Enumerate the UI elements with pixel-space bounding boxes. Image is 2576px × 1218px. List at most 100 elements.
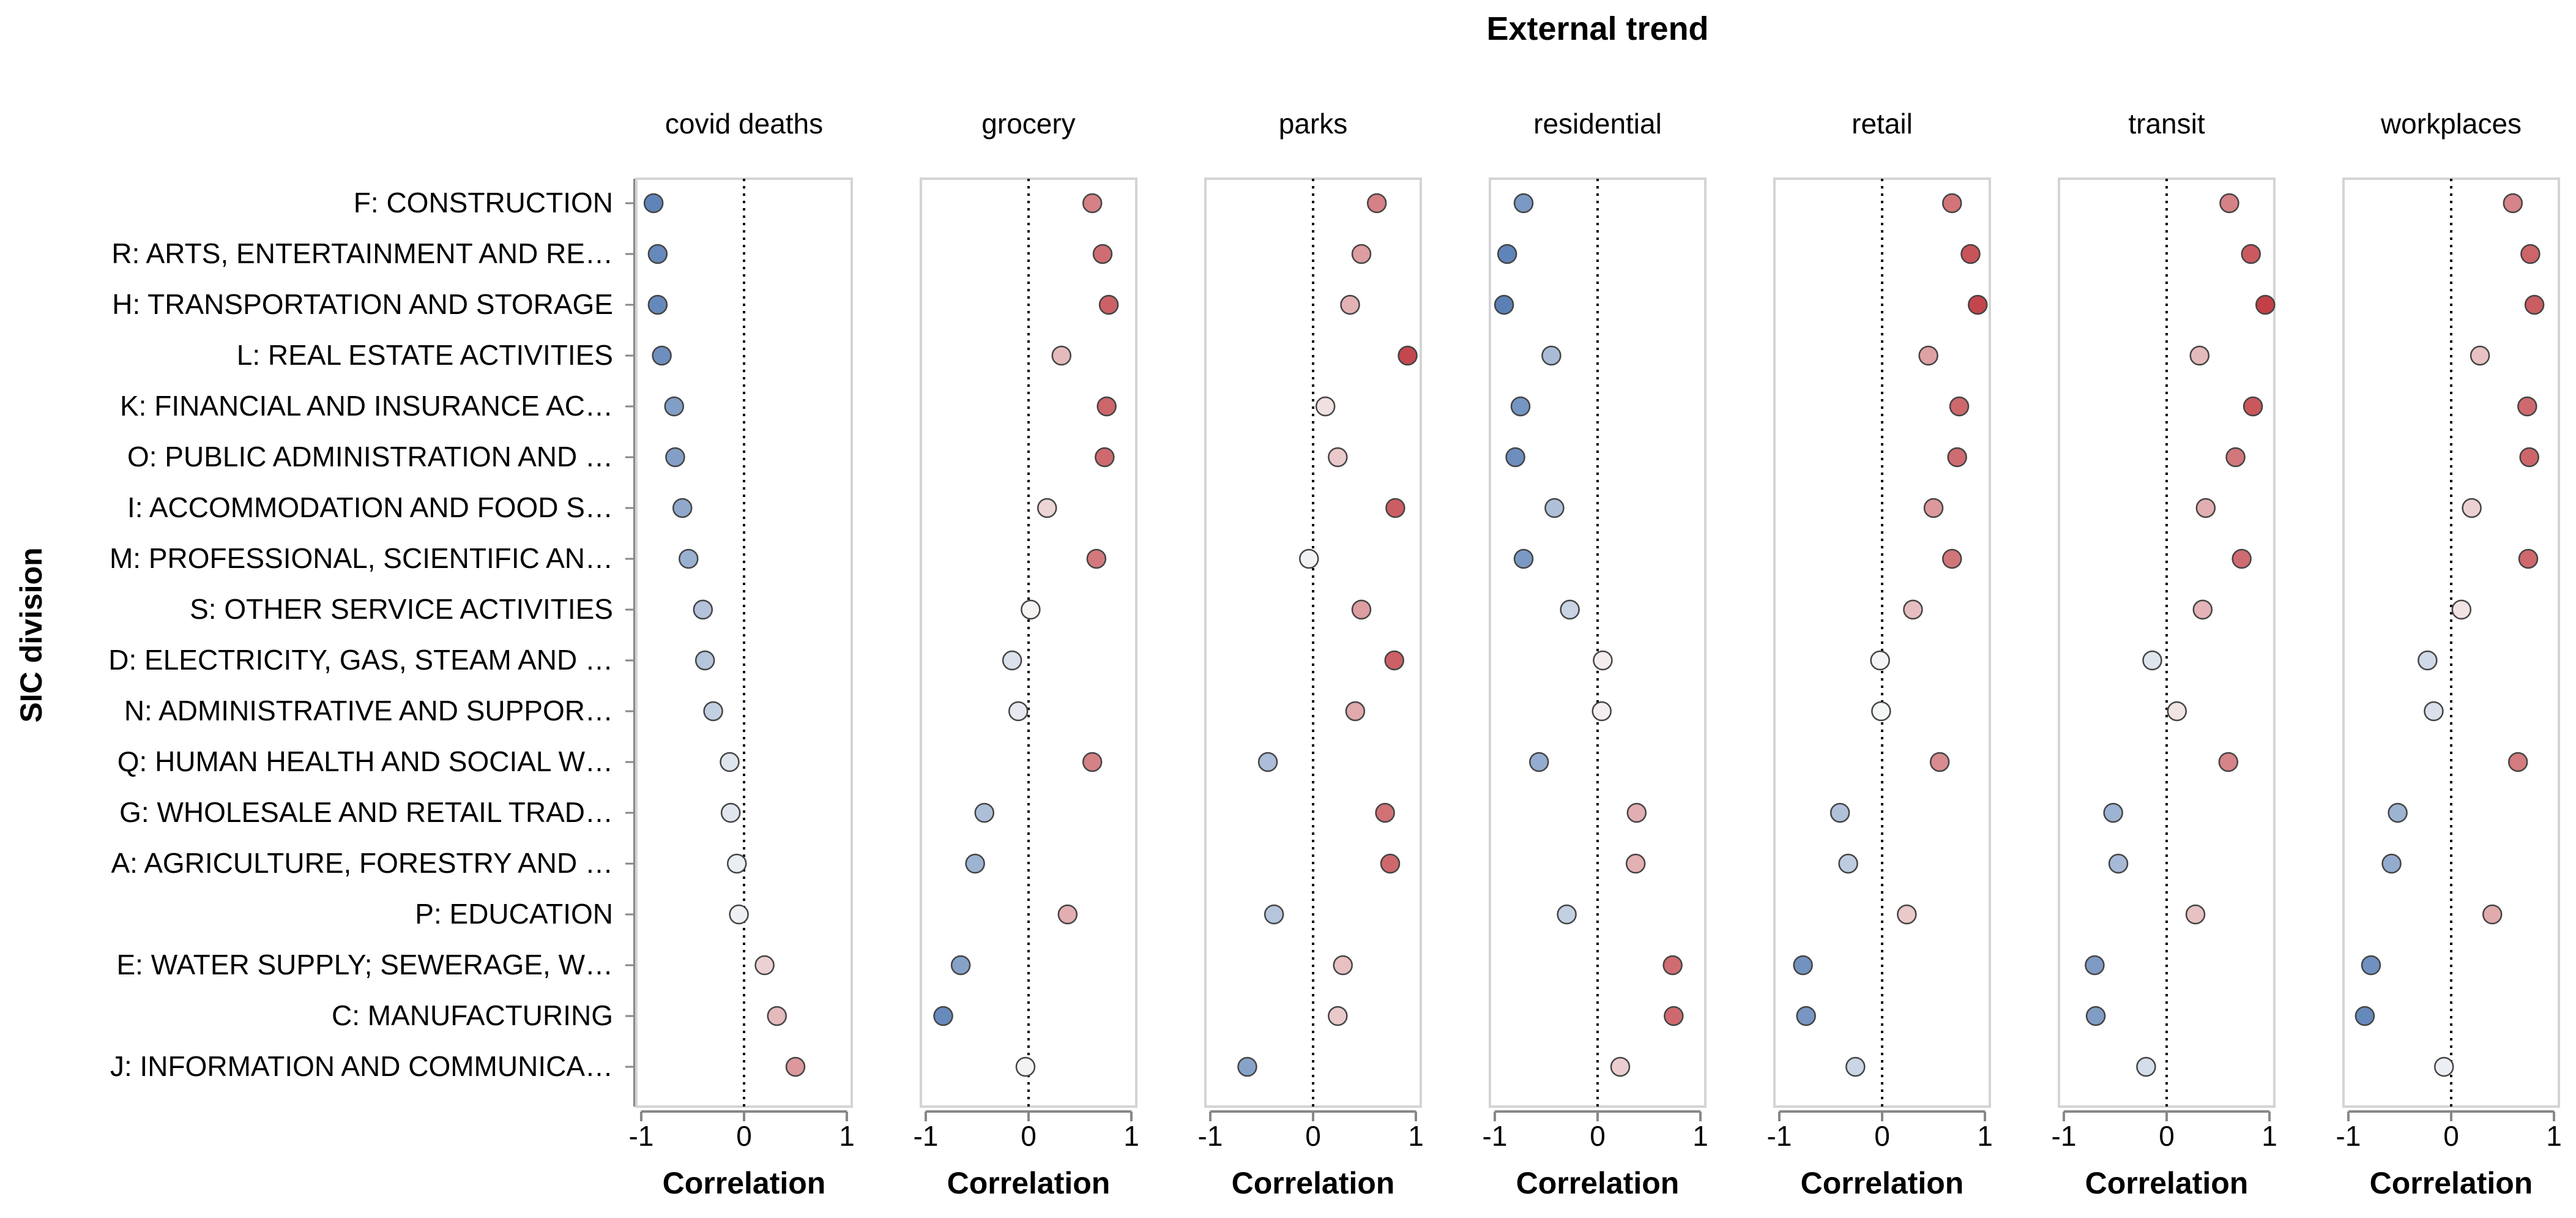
data-point	[1008, 701, 1029, 722]
x-tick-label: 1	[2261, 1120, 2277, 1152]
facet-title: covid deaths	[665, 108, 823, 140]
x-tick-label: 1	[839, 1120, 855, 1152]
row-label: S: OTHER SERVICE ACTIVITIES	[190, 593, 613, 625]
data-point	[672, 498, 693, 518]
data-point	[1903, 599, 1923, 620]
data-point	[1662, 955, 1683, 976]
facet-panel: transit -1 0 1 Correlation	[2052, 108, 2277, 1200]
x-tick-label: -1	[629, 1120, 654, 1152]
x-tick-label: 1	[1123, 1120, 1139, 1152]
data-point	[1351, 244, 1372, 264]
facet-title: parks	[1279, 108, 1347, 140]
data-point	[974, 802, 995, 823]
row-label: F: CONSTRUCTION	[354, 187, 613, 219]
facet-title: retail	[1852, 108, 1913, 140]
data-point	[1385, 498, 1405, 518]
facet-title: transit	[2128, 108, 2205, 140]
row-label: D: ELECTRICITY, GAS, STEAM AND …	[108, 644, 613, 676]
data-point	[2433, 1056, 2454, 1077]
data-point	[1510, 396, 1531, 417]
y-axis-title: SIC division	[14, 547, 48, 722]
row-label: H: TRANSPORTATION AND STORAGE	[112, 288, 613, 320]
data-point	[694, 650, 715, 671]
data-point	[1870, 650, 1890, 671]
data-point	[664, 396, 685, 417]
data-point	[1897, 904, 1917, 925]
x-tick-label: -1	[1483, 1120, 1508, 1152]
data-point	[1096, 396, 1117, 417]
x-tick-label: 0	[2443, 1120, 2459, 1152]
data-point	[2219, 193, 2239, 214]
data-point	[1557, 904, 1577, 925]
data-point	[1082, 193, 1103, 214]
data-point	[1541, 345, 1562, 366]
x-tick-label: -1	[1198, 1120, 1223, 1152]
x-axis-title: Correlation	[1801, 1166, 1964, 1200]
data-point	[2255, 294, 2276, 315]
data-point	[1366, 193, 1387, 214]
data-point	[720, 802, 741, 823]
data-point	[703, 701, 723, 722]
data-point	[2167, 701, 2187, 722]
data-point	[1328, 1006, 1348, 1026]
data-point	[1528, 752, 1549, 772]
data-point	[647, 244, 668, 264]
data-point	[1375, 802, 1395, 823]
data-point	[1037, 498, 1057, 518]
x-tick-label: 1	[1977, 1120, 1993, 1152]
x-tick-label: 0	[1305, 1120, 1321, 1152]
data-point	[2507, 752, 2528, 772]
row-label: C: MANUFACTURING	[332, 999, 613, 1031]
data-point	[1838, 853, 1858, 874]
data-point	[2517, 396, 2537, 417]
data-point	[2225, 447, 2246, 468]
data-point	[1871, 701, 1891, 722]
data-point	[1494, 294, 1514, 315]
data-point	[1328, 447, 1348, 468]
row-label: G: WHOLESALE AND RETAIL TRAD…	[119, 796, 613, 828]
data-point	[1929, 752, 1950, 772]
data-point	[2518, 548, 2539, 569]
data-point	[1257, 752, 1278, 772]
data-point	[2189, 345, 2210, 366]
data-point	[1351, 599, 1372, 620]
data-point	[1626, 802, 1647, 823]
data-point	[1544, 498, 1565, 518]
data-point	[679, 548, 699, 569]
data-point	[2519, 447, 2539, 468]
data-point	[1560, 599, 1580, 620]
data-point	[726, 853, 747, 874]
data-point	[1095, 447, 1115, 468]
data-point	[1315, 396, 1336, 417]
data-point	[1664, 1006, 1684, 1026]
data-point	[2142, 650, 2162, 671]
x-axis-title: Correlation	[2085, 1166, 2249, 1200]
data-point	[2218, 752, 2239, 772]
row-label: Q: HUMAN HEALTH AND SOCIAL W…	[117, 745, 613, 777]
data-point	[2108, 853, 2129, 874]
data-point	[1947, 447, 1967, 468]
data-point	[767, 1006, 787, 1026]
x-tick-label: -1	[2336, 1120, 2361, 1152]
x-tick-label: 1	[1692, 1120, 1708, 1152]
x-tick-label: 0	[736, 1120, 752, 1152]
data-point	[2388, 802, 2408, 823]
data-point	[693, 599, 713, 620]
data-point	[785, 1056, 806, 1077]
data-point	[1949, 396, 1970, 417]
x-tick-label: -1	[2052, 1120, 2077, 1152]
data-point	[1333, 955, 1353, 976]
data-point	[2418, 650, 2438, 671]
x-tick-label: 0	[1590, 1120, 1606, 1152]
data-point	[2355, 1006, 2375, 1026]
data-point	[2503, 193, 2523, 214]
data-point	[1015, 1056, 1036, 1077]
data-point	[1593, 650, 1613, 671]
facet-panel: workplaces -1 0 1 Correlation	[2336, 108, 2562, 1200]
data-point	[2424, 701, 2444, 722]
data-point	[1086, 548, 1107, 569]
data-point	[665, 447, 685, 468]
data-point	[720, 752, 740, 772]
data-point	[2192, 599, 2213, 620]
